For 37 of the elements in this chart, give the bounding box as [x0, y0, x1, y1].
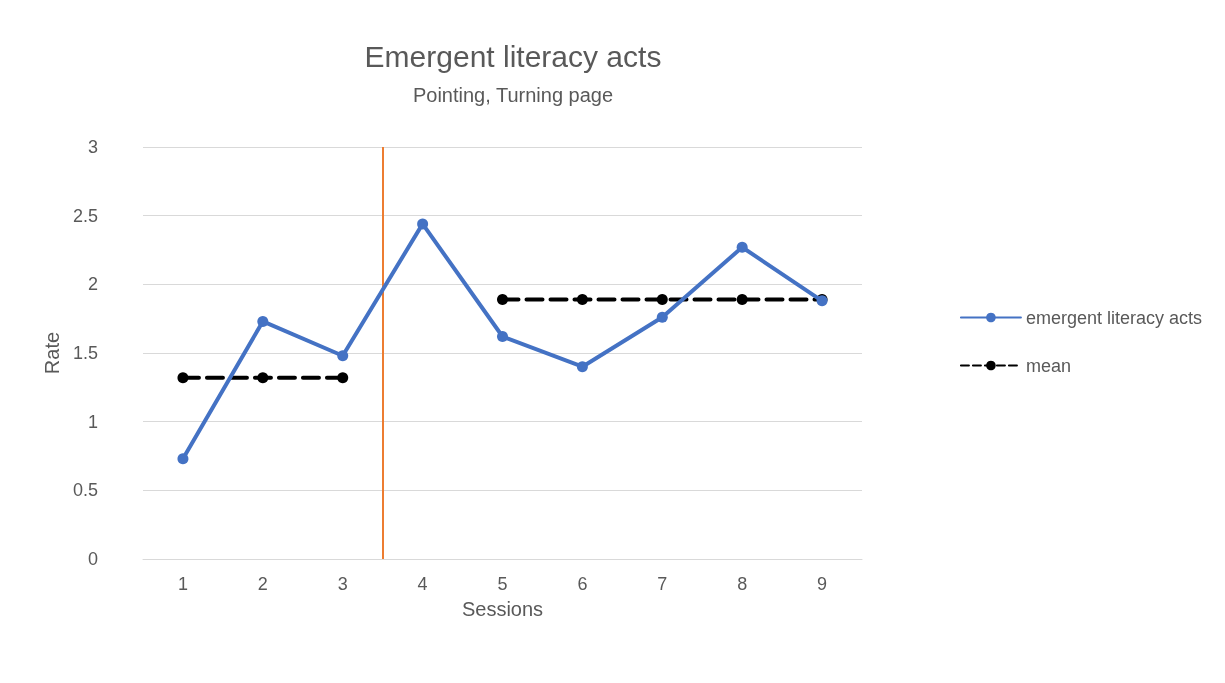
y-tick-label: 0.5 — [72, 480, 98, 501]
x-tick-label: 7 — [657, 574, 668, 594]
point — [417, 218, 429, 230]
legend-label: mean — [1025, 355, 1071, 376]
y-tick-label: 0 — [87, 549, 98, 569]
point — [337, 350, 349, 362]
point — [177, 453, 189, 465]
legend-label: emergent literacy acts — [1025, 307, 1203, 328]
point — [576, 293, 588, 305]
x-tick-label: 8 — [737, 574, 748, 594]
point — [736, 293, 748, 305]
chart-title: Emergent literacy acts — [364, 39, 662, 73]
y-tick-label: 2.5 — [72, 205, 98, 226]
x-tick-label: 2 — [257, 574, 268, 594]
x-tick-label: 9 — [817, 574, 828, 594]
y-axis-title: Rate — [41, 331, 64, 375]
point — [576, 361, 588, 373]
point — [257, 372, 269, 384]
point — [497, 331, 508, 343]
chart-subtitle: Pointing, Turning page — [412, 84, 614, 106]
point — [497, 293, 508, 305]
y-tick-label: 1 — [87, 411, 98, 432]
point — [736, 241, 748, 253]
point — [257, 315, 269, 327]
x-tick-label: 5 — [497, 574, 508, 594]
x-tick-label: 3 — [337, 574, 348, 594]
point — [337, 372, 349, 384]
x-tick-label: 4 — [417, 574, 428, 594]
y-tick-label: 1.5 — [72, 343, 98, 363]
y-tick-label: 3 — [87, 137, 98, 157]
x-axis-title: Sessions — [461, 598, 544, 620]
x-tick-label: 6 — [577, 574, 588, 594]
point — [177, 372, 189, 384]
point — [656, 311, 668, 323]
x-tick-label: 1 — [177, 574, 188, 594]
point — [656, 293, 668, 305]
y-tick-label: 2 — [87, 274, 98, 295]
